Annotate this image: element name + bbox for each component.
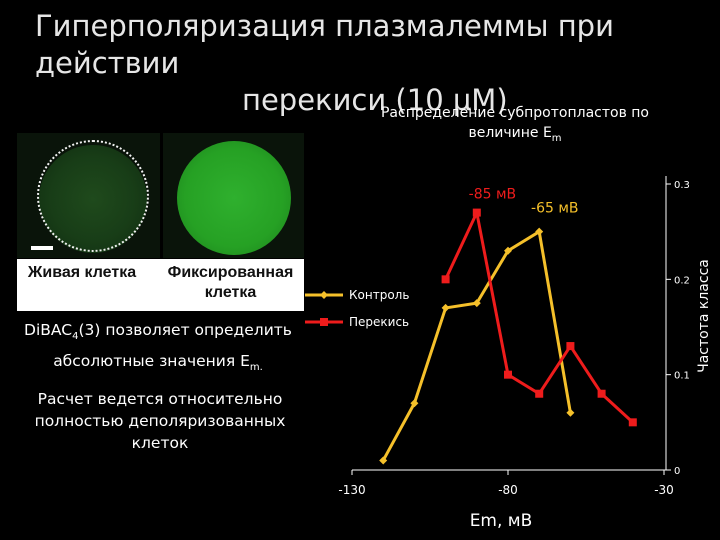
data-point-series-2 bbox=[535, 389, 544, 398]
y-tick-label: 0 bbox=[674, 466, 680, 477]
legend-label-2: Перекись bbox=[349, 315, 409, 329]
chart-title-main: Распределение субпротопластов по величин… bbox=[380, 105, 649, 141]
calc-note: Расчет ведется относительно полностью де… bbox=[34, 390, 286, 452]
method-note-sub: 4 bbox=[72, 331, 79, 343]
data-point-series-1 bbox=[566, 408, 575, 417]
slide-title-line1: Гиперполяризация плазмалеммы при действи… bbox=[35, 9, 614, 80]
y-tick-label: 0.2 bbox=[674, 275, 690, 286]
fixed-cell-photo bbox=[163, 133, 304, 258]
x-tick-label: -80 bbox=[498, 483, 518, 497]
method-note-em-sub: m. bbox=[249, 362, 263, 374]
scale-bar bbox=[31, 246, 53, 250]
y-axis-title: Частота класса bbox=[696, 259, 712, 373]
slide-title-line2: перекиси (10 µМ) bbox=[242, 83, 508, 117]
data-point-series-1 bbox=[441, 303, 450, 312]
y-tick-label: 0.3 bbox=[674, 180, 690, 191]
data-point-series-2 bbox=[472, 208, 481, 217]
method-note-suffix: (3) позволяет определить абсолютные знач… bbox=[53, 321, 292, 371]
peak-annotation: -65 мВ bbox=[531, 201, 578, 217]
data-point-series-2 bbox=[597, 389, 606, 398]
data-point-series-1 bbox=[535, 227, 544, 236]
peak-annotation: -85 мВ bbox=[469, 186, 516, 202]
caption-strip: Живая клетка Фиксированная клетка bbox=[17, 259, 304, 311]
legend-label-1: Контроль bbox=[349, 288, 409, 302]
legend-marker-1 bbox=[320, 291, 328, 299]
data-point-series-2 bbox=[441, 275, 450, 284]
series-line-1 bbox=[381, 230, 572, 462]
chart-title-subscript: m bbox=[551, 132, 562, 144]
data-point-series-1 bbox=[472, 299, 481, 308]
cell-images-panel: Живая клетка Фиксированная клетка bbox=[17, 133, 304, 311]
legend-marker-2 bbox=[320, 318, 328, 326]
method-note: DiBAC4(3) позволяет определить абсолютны… bbox=[8, 318, 308, 380]
data-point-series-1 bbox=[504, 246, 512, 255]
live-cell-caption: Живая клетка bbox=[27, 264, 137, 281]
y-tick-label: 0.1 bbox=[674, 371, 690, 382]
fixed-cell-body bbox=[177, 141, 291, 255]
live-cell-photo bbox=[17, 133, 160, 258]
data-point-series-1 bbox=[379, 456, 388, 465]
data-point-series-2 bbox=[628, 418, 637, 427]
slide-title: Гиперполяризация плазмалеммы при действи… bbox=[0, 8, 720, 119]
x-axis-title: Em, мВ bbox=[470, 511, 533, 531]
chart-title: Распределение субпротопластов по величин… bbox=[360, 103, 670, 149]
fixed-cell-caption: Фиксированная клетка bbox=[167, 264, 294, 301]
method-note-prefix: DiBAC bbox=[24, 321, 73, 339]
live-cell-outline bbox=[37, 140, 149, 252]
data-point-series-2 bbox=[566, 342, 575, 351]
data-point-series-2 bbox=[504, 370, 512, 379]
data-point-series-1 bbox=[410, 399, 419, 408]
x-tick-label: -130 bbox=[338, 483, 365, 497]
x-tick-label: -30 bbox=[654, 483, 674, 497]
